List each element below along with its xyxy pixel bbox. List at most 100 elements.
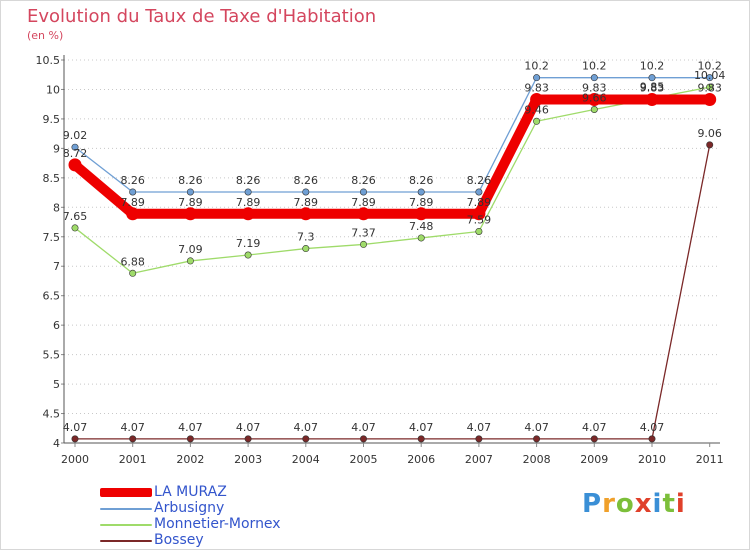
logo-letter: o [615, 489, 635, 519]
data-label: 4.07 [582, 421, 607, 434]
logo-letter: t [662, 489, 676, 519]
logo-letter: x [634, 489, 653, 519]
data-label: 8.26 [294, 174, 319, 187]
data-label: 4.07 [120, 421, 145, 434]
data-series [68, 74, 717, 443]
data-label: 8.26 [351, 174, 376, 187]
chart-title: Evolution du Taux de Taxe d'Habitation [27, 6, 377, 27]
data-point [126, 207, 140, 221]
data-point [129, 435, 137, 443]
data-point [475, 188, 483, 196]
data-point [645, 92, 659, 106]
x-tick-label: 2003 [234, 453, 262, 466]
data-label: 10.2 [640, 60, 665, 73]
data-label: 8.26 [409, 174, 434, 187]
data-label: 10.04 [694, 69, 726, 82]
y-tick-label: 4 [53, 437, 60, 450]
data-label: 4.07 [524, 421, 549, 434]
data-point [359, 188, 367, 196]
y-tick-label: 9.5 [43, 113, 61, 126]
data-label: 9.85 [640, 80, 665, 93]
logo-letter: i [652, 489, 663, 519]
x-tick-label: 2007 [465, 453, 493, 466]
x-tick-label: 2011 [696, 453, 724, 466]
data-point [590, 74, 598, 82]
y-tick-label: 9 [53, 142, 60, 155]
data-label: 4.07 [178, 421, 203, 434]
data-label: 7.89 [409, 196, 434, 209]
y-tick-label: 5 [53, 378, 60, 391]
data-point [71, 435, 79, 443]
data-label: 9.02 [63, 129, 88, 142]
data-label: 7.37 [351, 226, 376, 239]
data-label: 9.83 [524, 81, 549, 94]
data-point [186, 188, 194, 196]
data-label: 4.07 [294, 421, 319, 434]
data-point [706, 74, 714, 82]
data-point [590, 105, 598, 113]
x-tick-label: 2001 [119, 453, 147, 466]
data-point [706, 141, 714, 149]
data-label: 9.83 [582, 81, 607, 94]
data-point [357, 207, 370, 221]
series-line [74, 77, 711, 193]
data-point [302, 188, 310, 196]
x-tick-label: 2010 [638, 453, 666, 466]
data-point [302, 245, 310, 253]
data-label: 9.83 [640, 81, 665, 94]
data-label: 8.26 [236, 174, 261, 187]
x-tick-label: 2008 [523, 453, 551, 466]
data-point [533, 74, 541, 82]
data-point [244, 435, 252, 443]
data-label: 7.48 [409, 220, 434, 233]
data-point [244, 188, 252, 196]
series-line [74, 144, 711, 440]
y-tick-label: 10 [46, 83, 60, 96]
data-point [71, 224, 79, 232]
y-tick-label: 4.5 [43, 408, 61, 421]
data-point [706, 83, 714, 91]
data-label: 10.2 [697, 60, 722, 73]
logo-letter: r [602, 489, 616, 519]
data-label: 9.83 [697, 81, 722, 94]
data-point [417, 234, 425, 242]
data-point [703, 92, 717, 106]
data-point [472, 207, 486, 221]
y-tick-label: 6.5 [43, 290, 61, 303]
y-tick-label: 5.5 [43, 349, 61, 362]
legend-label: Monnetier-Mornex [154, 516, 281, 532]
data-label: 7.89 [120, 196, 145, 209]
data-label: 7.65 [63, 210, 88, 223]
legend-label: LA MURAZ [154, 484, 227, 500]
data-label: 7.59 [467, 213, 492, 226]
data-point [587, 92, 601, 106]
data-point [244, 251, 252, 259]
data-point [417, 435, 425, 443]
data-point [186, 435, 194, 443]
data-point [648, 435, 656, 443]
data-label: 4.07 [351, 421, 376, 434]
data-point [414, 207, 428, 221]
logo-letter: P [582, 489, 603, 519]
data-label: 7.19 [236, 237, 261, 250]
data-label: 7.89 [294, 196, 319, 209]
data-point [186, 257, 194, 265]
y-tick-label: 7 [53, 260, 60, 273]
x-tick-label: 2009 [580, 453, 608, 466]
x-tick-label: 2005 [350, 453, 378, 466]
proxiti-logo: Proxiti [582, 489, 686, 519]
data-labels: 4.07 4.07 4.07 4.07 4.07 4.07 4.07 4.07 4.07 4.07… [63, 60, 726, 434]
data-label: 4.07 [409, 421, 434, 434]
legend-label: Bossey [154, 532, 204, 548]
data-label: 7.89 [351, 196, 376, 209]
series-line [70, 94, 715, 219]
legend-label: Arbusigny [154, 500, 225, 516]
data-point [183, 207, 197, 221]
data-point [68, 158, 82, 172]
data-point [299, 207, 313, 221]
data-point [302, 435, 310, 443]
data-point [533, 435, 541, 443]
data-label: 7.09 [178, 243, 203, 256]
data-point [533, 117, 541, 125]
